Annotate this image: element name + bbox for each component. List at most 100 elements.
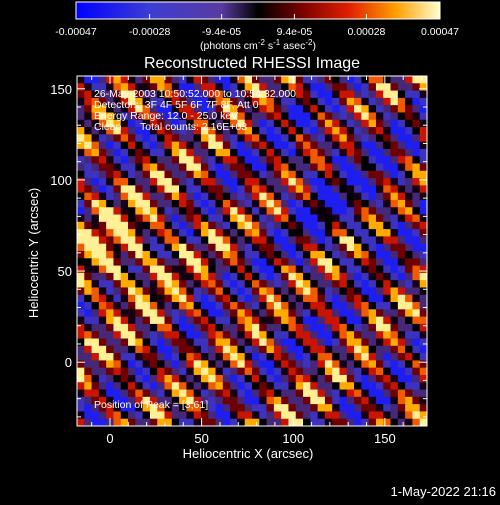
heatmap-cell (171, 323, 180, 332)
heatmap-cell (412, 156, 421, 164)
heatmap-cell (419, 243, 427, 252)
heatmap-cell (288, 272, 297, 281)
heatmap-cell (252, 229, 260, 237)
heatmap-cell (303, 338, 311, 347)
heatmap-cell (113, 178, 122, 186)
heatmap-cell (339, 229, 348, 237)
heatmap-cell (142, 127, 151, 135)
heatmap-cell (171, 229, 180, 237)
heatmap-cell (106, 105, 114, 113)
heatmap-cell (120, 178, 129, 186)
heatmap-cell (324, 309, 333, 317)
heatmap-cell (252, 148, 260, 157)
heatmap-cell (259, 404, 267, 412)
heatmap-cell (266, 382, 275, 390)
heatmap-cell (383, 112, 391, 121)
heatmap-cell (303, 97, 311, 106)
heatmap-cell (266, 199, 275, 208)
heatmap-cell (375, 294, 384, 303)
heatmap-cell (164, 411, 173, 420)
heatmap-cell (368, 294, 377, 303)
heatmap-cell (273, 83, 282, 91)
heatmap-cell (84, 404, 92, 412)
heatmap-cell (98, 396, 107, 405)
heatmap-cell (208, 192, 216, 201)
heatmap-cell (405, 97, 413, 106)
heatmap-cell (149, 236, 158, 245)
heatmap-cell (361, 156, 369, 164)
heatmap-cell (317, 221, 326, 230)
heatmap-cell (419, 396, 427, 405)
heatmap-cell (419, 302, 427, 310)
heatmap-cell (390, 389, 399, 398)
heatmap-cell (208, 323, 216, 332)
heatmap-cell (77, 156, 85, 164)
heatmap-cell (383, 302, 391, 310)
heatmap-cell (354, 265, 362, 274)
heatmap-cell (222, 76, 231, 84)
heatmap-cell (383, 316, 391, 325)
heatmap-cell (113, 185, 122, 193)
heatmap-cell (324, 418, 333, 426)
heatmap-cell (252, 309, 260, 317)
heatmap-cell (171, 411, 180, 420)
heatmap-cell (368, 207, 377, 215)
heatmap-cell (142, 236, 151, 245)
heatmap-cell (412, 389, 421, 398)
heatmap-cell (120, 90, 129, 99)
heatmap-cell (281, 83, 289, 91)
heatmap-cell (303, 382, 311, 390)
heatmap-cell (412, 127, 421, 135)
heatmap-cell (230, 97, 238, 106)
heatmap-cell (390, 396, 399, 405)
heatmap-cell (412, 396, 421, 405)
heatmap-cell (303, 389, 311, 398)
heatmap-cell (186, 207, 194, 215)
heatmap-cell (252, 389, 260, 398)
heatmap-cell (237, 287, 246, 296)
heatmap-cell (171, 83, 180, 91)
heatmap-cell (120, 258, 129, 266)
heatmap-cell (222, 163, 231, 172)
heatmap-cell (252, 185, 260, 193)
heatmap-cell (244, 382, 253, 390)
heatmap-cell (120, 192, 129, 201)
heatmap-cell (157, 90, 165, 99)
heatmap-cell (230, 316, 238, 325)
heatmap-cell (91, 207, 100, 215)
heatmap-cell (193, 97, 202, 106)
heatmap-cell (120, 323, 129, 332)
heatmap-cell (332, 148, 340, 157)
heatmap-cell (222, 294, 231, 303)
heatmap-cell (397, 185, 406, 193)
heatmap-cell (128, 345, 136, 354)
heatmap-cell (77, 272, 85, 281)
heatmap-cell (222, 185, 231, 193)
heatmap-cell (215, 367, 224, 376)
heatmap-cell (405, 331, 413, 339)
heatmap-cell (405, 134, 413, 142)
heatmap-cell (339, 236, 348, 245)
heatmap-cell (171, 404, 180, 412)
heatmap-cell (135, 229, 143, 237)
heatmap-cell (361, 243, 369, 252)
heatmap-cell (266, 236, 275, 245)
heatmap-cell (128, 389, 136, 398)
heatmap-cell (128, 199, 136, 208)
heatmap-cell (397, 127, 406, 135)
heatmap-cell (106, 221, 114, 230)
heatmap-cell (332, 178, 340, 186)
heatmap-cell (171, 374, 180, 383)
heatmap-cell (354, 382, 362, 390)
heatmap-cell (113, 258, 122, 266)
heatmap-cell (405, 105, 413, 113)
heatmap-cell (222, 323, 231, 332)
heatmap-cell (113, 302, 122, 310)
heatmap-cell (84, 309, 92, 317)
heatmap-cell (98, 404, 107, 412)
heatmap-cell (135, 411, 143, 420)
heatmap-cell (383, 192, 391, 201)
heatmap-cell (237, 389, 246, 398)
heatmap-cell (368, 229, 377, 237)
heatmap-cell (259, 251, 267, 259)
